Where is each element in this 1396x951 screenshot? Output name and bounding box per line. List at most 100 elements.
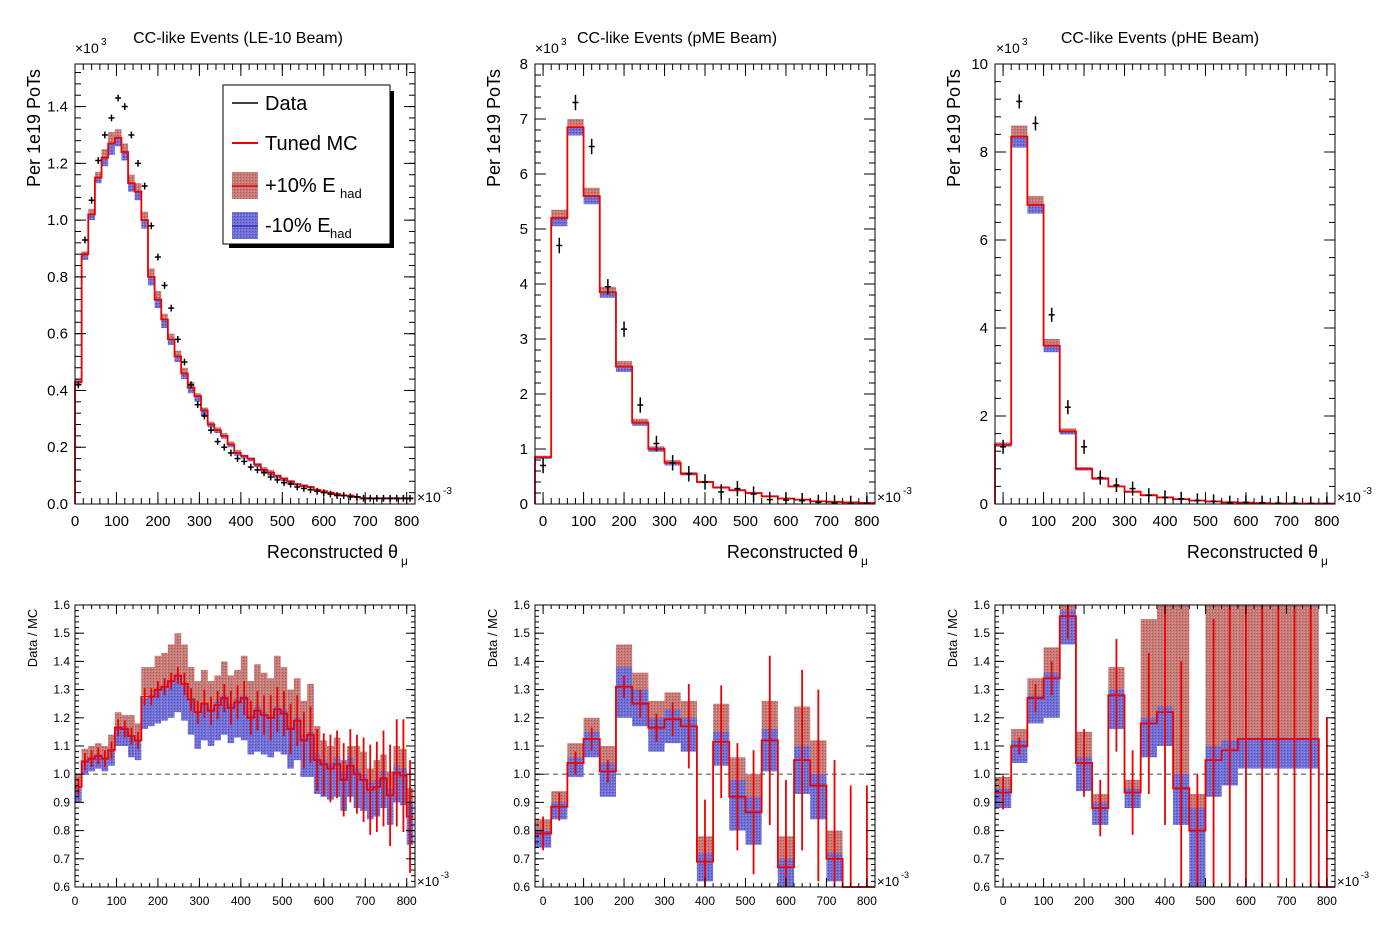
y-tick-label: 8 bbox=[980, 144, 988, 161]
x-tick-label: 800 bbox=[397, 894, 417, 908]
data-point bbox=[174, 335, 181, 343]
ratio-minus-band bbox=[174, 675, 182, 713]
plus-band-bin bbox=[181, 367, 188, 374]
data-point bbox=[1064, 400, 1071, 415]
data-point bbox=[194, 401, 201, 409]
x-tick-label: 200 bbox=[1074, 894, 1094, 908]
ratio-minus-band bbox=[128, 734, 135, 758]
svg-text:Reconstructed θ: Reconstructed θ bbox=[1187, 542, 1318, 562]
x-tick-label: 600 bbox=[773, 513, 798, 530]
y-tick-label: 0.4 bbox=[47, 382, 68, 399]
ratio-minus-band bbox=[220, 695, 228, 735]
y-tick-label: 1.0 bbox=[53, 767, 70, 781]
y-tick-label: 0.7 bbox=[973, 852, 990, 866]
y-tick-label: 1.1 bbox=[973, 739, 990, 753]
axes: 0 100 200 300 400 500 600 700 800 0.0 0.2 0.4 0.6 0.8… bbox=[47, 64, 419, 530]
x-tick-label: 400 bbox=[1155, 894, 1175, 908]
x-tick-label: 100 bbox=[574, 894, 594, 908]
x-tick-label: 400 bbox=[228, 513, 253, 530]
data-point bbox=[327, 490, 334, 498]
data-point bbox=[307, 486, 314, 494]
svg-text:-10% E: -10% E bbox=[265, 215, 331, 237]
y-tick-label: 0.6 bbox=[973, 880, 990, 894]
y-tick-label: 1.0 bbox=[973, 767, 990, 781]
data-point bbox=[148, 222, 155, 230]
ratio-axes: 0 100 200 300 400 500 600 700 800 0.6 0.7 0.8 0.9 1.0… bbox=[53, 598, 417, 908]
y-tick-label: 1.2 bbox=[53, 711, 70, 725]
panel-le10: CC-like Events (LE-10 Beam) ×10 3 Per 1e… bbox=[24, 30, 452, 908]
y-tick-label: 0.0 bbox=[47, 496, 68, 513]
plus-band-bin bbox=[121, 143, 129, 152]
panel-phe: CC-like Events (pHE Beam) ×10 3 Per 1e19… bbox=[944, 30, 1372, 908]
minus-band-bin bbox=[181, 373, 188, 380]
svg-text:×10: ×10 bbox=[417, 489, 441, 505]
y-tick-label: 7 bbox=[520, 111, 528, 128]
minus-band-bin bbox=[101, 157, 109, 167]
y-axis-label: Per 1e19 PoTs bbox=[24, 69, 44, 187]
x-tick-label: 600 bbox=[776, 894, 796, 908]
plus-band-bin bbox=[227, 441, 235, 445]
data-point bbox=[88, 196, 95, 204]
svg-text:Data / MC: Data / MC bbox=[945, 609, 960, 668]
y-tick-label: 1.3 bbox=[973, 683, 990, 697]
ratio-x-multiplier: ×10 -3 bbox=[417, 870, 449, 889]
data-point bbox=[201, 412, 208, 420]
x-multiplier: ×10 -3 bbox=[877, 486, 912, 505]
data-point bbox=[141, 182, 148, 190]
svg-text:-3: -3 bbox=[1361, 870, 1369, 880]
svg-text:×10: ×10 bbox=[996, 40, 1020, 56]
y-tick-label: 1 bbox=[520, 441, 528, 458]
x-tick-label: 500 bbox=[272, 894, 292, 908]
data-point bbox=[373, 494, 380, 502]
x-tick-label: 600 bbox=[311, 513, 336, 530]
top-plot: 0 100 200 300 400 500 600 700 800 0 1 2 3 4 5 6 7 8 bbox=[520, 56, 880, 530]
data-point bbox=[75, 381, 82, 389]
y-tick-label: 1.6 bbox=[973, 598, 990, 612]
svg-text:μ: μ bbox=[1321, 554, 1328, 568]
axes: 0 100 200 300 400 500 600 700 800 0 1 2 3 4 5 6 7 8 bbox=[520, 56, 880, 530]
x-tick-label: 300 bbox=[1115, 894, 1135, 908]
minus-band-bin bbox=[1043, 345, 1060, 353]
plus-band-bin bbox=[114, 129, 122, 138]
svg-text:3: 3 bbox=[561, 37, 567, 48]
data-point bbox=[540, 457, 547, 474]
y-multiplier: ×10 3 bbox=[75, 37, 107, 56]
data-point bbox=[154, 253, 161, 261]
minus-band-bin bbox=[551, 218, 568, 227]
ratio-plus-band bbox=[220, 661, 228, 701]
data-point bbox=[314, 487, 321, 495]
svg-text:had: had bbox=[340, 186, 362, 201]
x-tick-label: 200 bbox=[148, 894, 168, 908]
minus-band-bin bbox=[207, 424, 215, 428]
x-tick-label: 700 bbox=[1274, 513, 1299, 530]
data-point bbox=[280, 479, 287, 487]
data-point bbox=[234, 455, 241, 462]
ratio-plot: 0 100 200 300 400 500 600 700 800 0.6 0.7 0.8 0.9 1.0… bbox=[513, 598, 877, 908]
ratio-x-multiplier: ×10 -3 bbox=[1337, 870, 1369, 889]
plus-band-bin bbox=[632, 418, 649, 423]
data-point bbox=[621, 321, 628, 337]
y-tick-label: 0.7 bbox=[513, 852, 530, 866]
y-tick-label: 0.8 bbox=[973, 824, 990, 838]
y-multiplier: ×10 3 bbox=[996, 37, 1028, 56]
x-tick-label: 700 bbox=[1276, 894, 1296, 908]
x-multiplier: ×10 -3 bbox=[417, 486, 452, 505]
x-tick-label: 700 bbox=[355, 894, 375, 908]
data-point bbox=[95, 157, 102, 164]
data-point bbox=[347, 493, 354, 501]
data-point bbox=[340, 492, 347, 499]
ratio-plot: 0 100 200 300 400 500 600 700 800 0.6 0.7 0.8 0.9 1.0… bbox=[53, 598, 417, 908]
y-tick-label: 2 bbox=[520, 386, 528, 403]
ratio-plus-band bbox=[141, 667, 148, 696]
ratio-minus-band bbox=[207, 706, 215, 746]
plus-band-bin bbox=[1011, 125, 1028, 137]
minus-band-bin bbox=[174, 356, 182, 363]
data-point bbox=[1129, 481, 1136, 496]
ratio-minus-band bbox=[141, 698, 148, 730]
x-tick-label: 0 bbox=[540, 894, 547, 908]
y-tick-label: 0.9 bbox=[53, 795, 70, 809]
y-tick-label: 0 bbox=[520, 496, 528, 513]
y-tick-label: 0.7 bbox=[53, 852, 70, 866]
x-tick-label: 200 bbox=[145, 513, 170, 530]
svg-text:had: had bbox=[330, 226, 352, 241]
